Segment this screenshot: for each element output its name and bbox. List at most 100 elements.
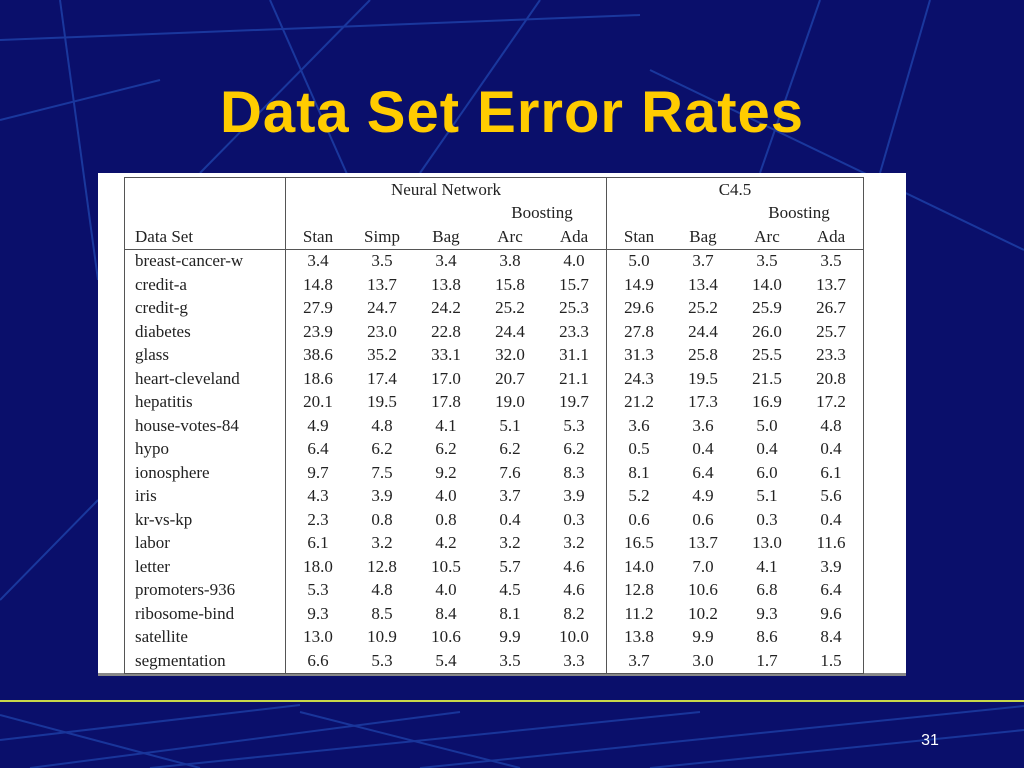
error-rate-cell: 4.8 xyxy=(371,580,393,600)
table-row: breast-cancer-w 3.4 3.5 3.4 3.8 4.0 5.0 3.7 3.5 3… xyxy=(124,249,864,273)
table-row: heart-cleveland 18.6 17.4 17.0 20.7 21.1 24.3 1… xyxy=(124,367,864,391)
boosting-label-nn: Boosting xyxy=(511,203,573,223)
error-rate-cell: 3.7 xyxy=(606,649,671,674)
error-rate-cell: 6.2 xyxy=(371,439,393,459)
error-rate-cell: 12.8 xyxy=(606,578,671,602)
dataset-name-cell: segmentation xyxy=(124,649,286,674)
error-rate-cell: 3.5 xyxy=(799,249,864,273)
table-row: iris 4.3 3.9 4.0 3.7 3.9 5.2 4.9 5.1 5.6 xyxy=(124,484,864,508)
error-rate-cell: 25.5 xyxy=(752,345,782,365)
error-rate-cell: 23.3 xyxy=(559,321,589,341)
dataset-name-cell: ribosome-bind xyxy=(124,602,286,626)
error-rate-cell: 13.8 xyxy=(431,274,461,294)
error-rate-cell: 4.5 xyxy=(499,580,521,600)
error-rate-cell: 21.1 xyxy=(559,368,589,388)
table-row: segmentation 6.6 5.3 5.4 3.5 3.3 3.7 3.0 1.7 1.5 xyxy=(124,649,864,674)
error-rate-cell: 8.4 xyxy=(799,625,864,649)
error-rate-cell: 18.0 xyxy=(285,555,350,579)
error-rate-cell: 10.5 xyxy=(431,556,461,576)
error-rate-cell: 3.4 xyxy=(435,251,457,271)
error-rate-cell: 4.1 xyxy=(756,556,778,576)
error-rate-cell: 17.0 xyxy=(431,368,461,388)
error-rate-cell: 10.9 xyxy=(367,627,397,647)
error-rate-cell: 4.1 xyxy=(435,415,457,435)
error-rate-cell: 5.1 xyxy=(499,415,521,435)
table-row: ionosphere 9.7 7.5 9.2 7.6 8.3 8.1 6.4 6.0 6.1 xyxy=(124,461,864,485)
error-rate-cell: 3.7 xyxy=(499,486,521,506)
error-rate-cell: 3.5 xyxy=(756,251,778,271)
dataset-name-cell: kr-vs-kp xyxy=(124,508,286,532)
error-rate-cell: 5.3 xyxy=(563,415,585,435)
table-row: kr-vs-kp 2.3 0.8 0.8 0.4 0.3 0.6 0.6 0.3 0.4 xyxy=(124,508,864,532)
dataset-name-cell: satellite xyxy=(124,625,286,649)
table-row: promoters-936 5.3 4.8 4.0 4.5 4.6 12.8 10.6 6.8 6… xyxy=(124,578,864,602)
dataset-name-cell: diabetes xyxy=(124,320,286,344)
error-rate-cell: 6.2 xyxy=(563,439,585,459)
column-header: Data Set xyxy=(124,225,286,250)
error-rate-cell: 8.2 xyxy=(563,603,585,623)
column-header-row: Data Set Stan Simp Bag Arc Ada Stan Bag … xyxy=(124,225,864,250)
error-rate-cell: 4.3 xyxy=(285,484,350,508)
error-rate-cell: 4.2 xyxy=(435,533,457,553)
error-rate-cell: 12.8 xyxy=(367,556,397,576)
boosting-header-row: Boosting Boosting xyxy=(124,201,864,225)
error-rate-cell: 8.1 xyxy=(499,603,521,623)
table-row: diabetes 23.9 23.0 22.8 24.4 23.3 27.8 24.4 26.0… xyxy=(124,320,864,344)
error-rate-cell: 6.0 xyxy=(756,462,778,482)
error-rate-cell: 31.3 xyxy=(606,343,671,367)
error-rate-cell: 8.3 xyxy=(563,462,585,482)
column-header: Simp xyxy=(350,225,414,250)
dataset-name-cell: breast-cancer-w xyxy=(124,249,286,273)
error-rate-cell: 27.9 xyxy=(285,296,350,320)
error-rate-cell: 23.3 xyxy=(799,343,864,367)
error-rate-cell: 9.9 xyxy=(499,627,521,647)
error-rate-cell: 18.6 xyxy=(285,367,350,391)
error-rate-cell: 3.9 xyxy=(371,486,393,506)
error-rate-cell: 20.7 xyxy=(495,368,525,388)
error-rate-cell: 13.8 xyxy=(606,625,671,649)
error-rate-cell: 4.9 xyxy=(692,486,714,506)
error-rate-cell: 19.7 xyxy=(559,392,589,412)
error-rate-table: Neural Network C4.5 Boosting Boosting Da… xyxy=(124,177,864,674)
error-rate-cell: 14.0 xyxy=(752,274,782,294)
error-rate-cell: 23.9 xyxy=(285,320,350,344)
error-rate-cell: 17.8 xyxy=(431,392,461,412)
error-rate-cell: 6.4 xyxy=(692,462,714,482)
column-header: Bag xyxy=(414,225,478,250)
error-rate-cell: 24.4 xyxy=(688,321,718,341)
table-row: ribosome-bind 9.3 8.5 8.4 8.1 8.2 11.2 10.2 9.3 9… xyxy=(124,602,864,626)
slide-page-number: 31 xyxy=(921,732,939,749)
error-rate-cell: 32.0 xyxy=(495,345,525,365)
error-rate-cell: 9.9 xyxy=(692,627,714,647)
error-rate-cell: 4.0 xyxy=(563,251,585,271)
error-rate-cell: 0.8 xyxy=(371,509,393,529)
error-rate-cell: 7.5 xyxy=(371,462,393,482)
error-rate-cell: 5.1 xyxy=(756,486,778,506)
error-rate-cell: 24.4 xyxy=(495,321,525,341)
error-rate-cell: 5.7 xyxy=(499,556,521,576)
error-rate-cell: 14.0 xyxy=(606,555,671,579)
error-rate-cell: 4.9 xyxy=(285,414,350,438)
error-rate-cell: 6.1 xyxy=(285,531,350,555)
error-rate-cell: 20.8 xyxy=(799,367,864,391)
error-rate-cell: 4.0 xyxy=(435,580,457,600)
dataset-name-cell: glass xyxy=(124,343,286,367)
error-rate-cell: 0.5 xyxy=(606,437,671,461)
error-rate-table-panel: Neural Network C4.5 Boosting Boosting Da… xyxy=(98,173,906,674)
dataset-name-cell: house-votes-84 xyxy=(124,414,286,438)
error-rate-cell: 6.6 xyxy=(285,649,350,674)
error-rate-cell: 4.6 xyxy=(563,580,585,600)
dataset-name-cell: hepatitis xyxy=(124,390,286,414)
error-rate-cell: 3.5 xyxy=(371,251,393,271)
error-rate-cell: 20.1 xyxy=(285,390,350,414)
group-header-row: Neural Network C4.5 xyxy=(124,177,864,202)
error-rate-cell: 5.0 xyxy=(756,415,778,435)
error-rate-cell: 4.6 xyxy=(563,556,585,576)
error-rate-cell: 22.8 xyxy=(431,321,461,341)
error-rate-cell: 35.2 xyxy=(367,345,397,365)
error-rate-cell: 5.3 xyxy=(285,578,350,602)
error-rate-cell: 0.3 xyxy=(756,509,778,529)
error-rate-cell: 29.6 xyxy=(606,296,671,320)
dataset-name-cell: heart-cleveland xyxy=(124,367,286,391)
table-row: satellite 13.0 10.9 10.6 9.9 10.0 13.8 9.9 8.6 8.… xyxy=(124,625,864,649)
